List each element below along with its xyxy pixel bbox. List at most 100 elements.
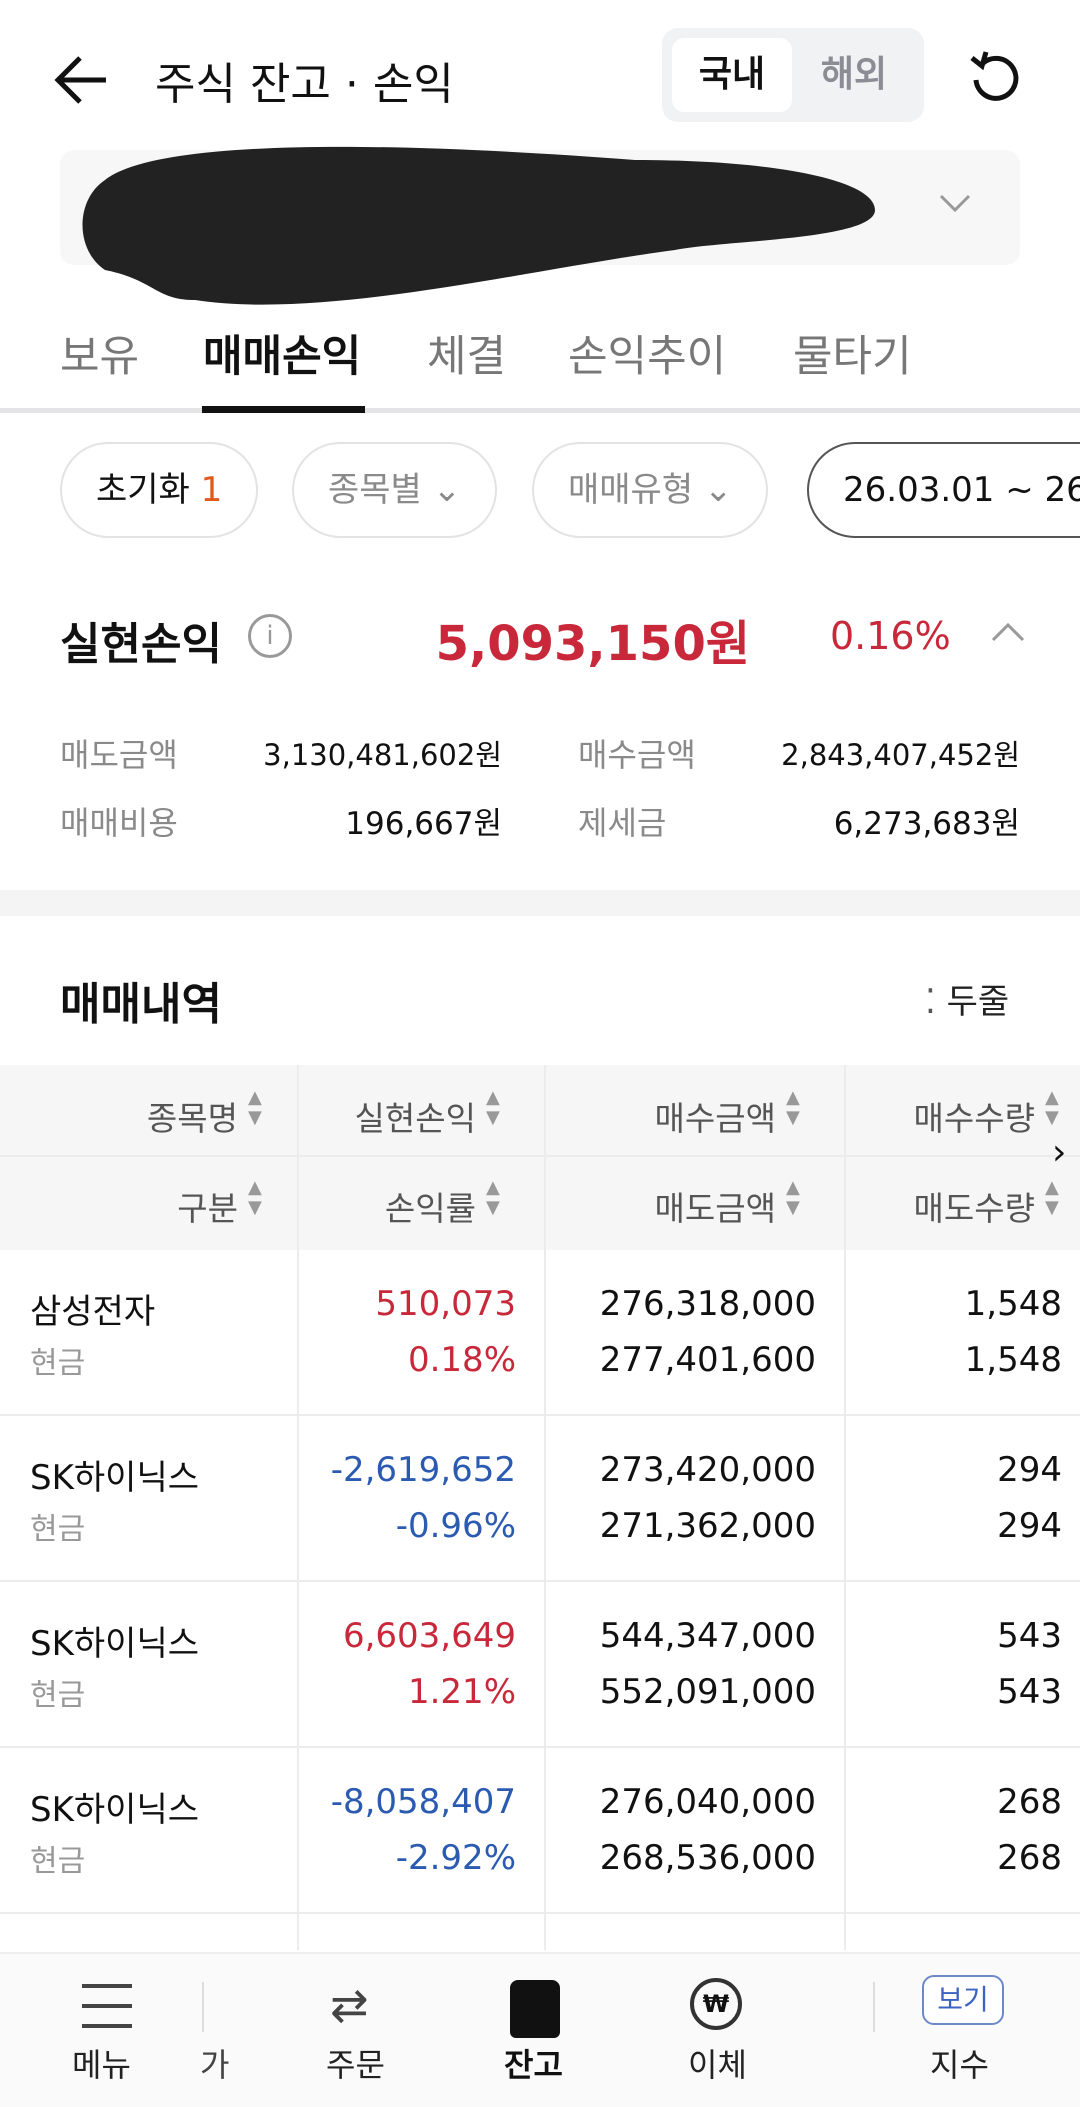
page-title: 주식 잔고 · 손익 [155,59,454,110]
realized-pnl: 6,603,649 [342,1616,516,1656]
realized-pnl-value: 5,093,150원 [435,616,750,672]
column-header[interactable]: 매수금액 [654,1099,776,1138]
account-type: 현금 [30,1844,86,1879]
tab-active-indicator [202,406,365,413]
stock-name: SK하이닉스 [30,1624,199,1664]
chevron-down-icon [939,194,971,213]
dots-icon: ⁚ [925,982,947,1022]
column-header[interactable]: 실현손익 [354,1099,476,1138]
sell-amount: 277,401,600 [599,1340,816,1380]
trade-type-filter-chip[interactable]: 매매유형 ⌄ [532,442,769,538]
reset-label: 초기화 [96,470,190,510]
row-divider [0,1414,1080,1416]
realized-pnl-rate: 0.16% [830,614,951,658]
buy-qty: 1,548 [964,1284,1062,1324]
sort-icon[interactable]: ▲ ▼ [786,1177,800,1218]
history-title: 매매내역 [60,979,222,1030]
buy-qty: 268 [997,1782,1062,1822]
trade-cost-value: 196,667원 [345,806,502,842]
tab-holdings[interactable]: 보유 [60,332,140,382]
nav-index[interactable]: 지수 [930,2046,989,2084]
tab-trade-pnl[interactable]: 매매손익 [203,332,362,382]
back-button[interactable] [52,52,112,108]
date-range-label: 26.03.01 ~ 26 [843,470,1080,510]
tab-divider [0,408,1080,413]
chevron-up-icon[interactable] [990,620,1026,644]
by-item-label: 종목별 [328,470,422,510]
sort-icon[interactable]: ▲ ▼ [248,1087,262,1128]
toggle-domestic[interactable]: 국내 [672,38,792,112]
column-divider [844,1065,846,1950]
toggle-overseas[interactable]: 해외 [820,54,888,95]
view-mode-toggle[interactable]: ⁚ 두줄 [925,974,1009,1023]
buy-amount-value: 2,843,407,452원 [781,738,1020,772]
view-mode-label: 두줄 [946,982,1010,1022]
row-divider [0,1580,1080,1582]
sell-amount-value: 3,130,481,602원 [263,738,502,772]
account-type: 현금 [30,1678,86,1713]
sort-icon[interactable]: ▲ ▼ [486,1087,500,1128]
sort-icon[interactable]: ▲ ▼ [1045,1087,1059,1128]
nav-balance[interactable]: 잔고 [504,2046,563,2084]
nav-separator [873,1982,875,2032]
sell-qty: 294 [997,1506,1062,1546]
pnl-rate: 1.21% [407,1672,516,1712]
column-header[interactable]: 매도금액 [654,1189,776,1228]
reset-filter-chip[interactable]: 초기화 1 [60,442,259,538]
sell-amount: 268,536,000 [599,1838,816,1878]
menu-icon[interactable] [82,1984,132,2028]
column-header[interactable]: 종목명 [146,1099,238,1138]
info-icon[interactable]: i [248,614,292,658]
reset-count: 1 [200,470,223,510]
column-divider [297,1065,299,1950]
nav-transfer[interactable]: 이체 [688,2046,747,2084]
nav-order[interactable]: 주문 [326,2046,385,2084]
buy-amount: 273,420,000 [599,1450,816,1490]
buy-amount: 276,040,000 [599,1782,816,1822]
account-type: 현금 [30,1512,86,1547]
date-range-chip[interactable]: 26.03.01 ~ 26 [807,442,1080,538]
chevron-down-icon: ⌄ [432,470,462,510]
realized-pnl: 510,073 [375,1284,516,1324]
buy-amount: 544,347,000 [599,1616,816,1656]
pnl-rate: -0.96% [395,1506,516,1546]
nav-menu[interactable]: 메뉴 [72,2046,131,2084]
sort-icon[interactable]: ▲ ▼ [486,1177,500,1218]
index-view-badge: 보기 [922,1975,1004,2025]
realized-pnl: -8,058,407 [330,1782,516,1822]
section-divider [0,890,1080,916]
sell-amount: 552,091,000 [599,1672,816,1712]
sort-icon[interactable]: ▲ ▼ [248,1177,262,1218]
by-item-filter-chip[interactable]: 종목별 ⌄ [292,442,498,538]
scroll-right-icon[interactable]: › [1052,1132,1067,1173]
chevron-down-icon: ⌄ [703,470,733,510]
refresh-icon [970,51,1019,101]
sell-qty: 268 [997,1838,1062,1878]
tab-averaging[interactable]: 물타기 [793,332,912,382]
market-toggle[interactable]: 국내 해외 [662,28,924,122]
tab-pnl-trend[interactable]: 손익추이 [568,332,727,382]
stock-name: 삼성전자 [30,1292,156,1332]
buy-amount-label: 매수금액 [578,736,696,774]
refresh-button[interactable] [968,50,1024,110]
row-divider [0,1746,1080,1748]
column-header[interactable]: 구분 [177,1189,238,1228]
trade-type-label: 매매유형 [568,470,694,510]
buy-amount: 276,318,000 [599,1284,816,1324]
tax-value: 6,273,683원 [833,806,1020,842]
buy-qty: 543 [997,1616,1062,1656]
column-header[interactable]: 매수수량 [913,1099,1035,1138]
buy-qty: 294 [997,1450,1062,1490]
sell-qty: 1,548 [964,1340,1062,1380]
nav-partial-item[interactable]: 가 [200,2046,230,2084]
column-header[interactable]: 손익률 [384,1189,476,1228]
trade-cost-label: 매매비용 [60,804,178,842]
sort-icon[interactable]: ▲ ▼ [786,1087,800,1128]
stock-name: SK하이닉스 [30,1458,199,1498]
column-header[interactable]: 매도수량 [913,1189,1035,1228]
pnl-rate: 0.18% [407,1340,516,1380]
nav-separator [202,1982,204,2032]
sort-icon[interactable]: ▲ ▼ [1045,1177,1059,1218]
tab-executions[interactable]: 체결 [427,332,507,382]
pnl-rate: -2.92% [395,1838,516,1878]
